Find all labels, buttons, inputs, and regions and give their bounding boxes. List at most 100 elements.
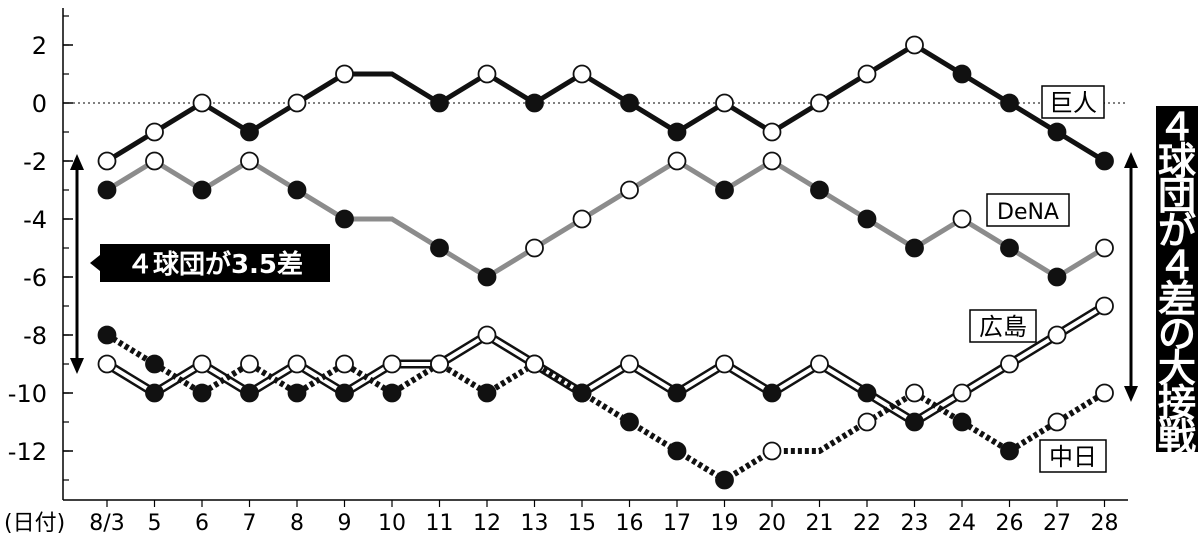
data-point — [1000, 441, 1019, 461]
x-tick-label: 15 — [568, 511, 596, 536]
series-label-chunichi-text: 中日 — [1049, 443, 1097, 471]
x-tick-label: 17 — [663, 511, 691, 536]
x-tick-label: 26 — [996, 511, 1024, 536]
data-point — [382, 383, 402, 403]
data-point — [335, 64, 354, 84]
x-tick-label: 19 — [711, 511, 739, 536]
data-point — [335, 209, 354, 229]
data-point — [1000, 238, 1019, 258]
x-tick-label: 20 — [758, 511, 786, 536]
data-point — [145, 122, 164, 142]
right-banner-char: 差 — [1158, 278, 1196, 322]
data-point — [1000, 93, 1019, 113]
data-point — [477, 325, 497, 345]
series-line — [105, 42, 1106, 164]
data-point — [335, 383, 354, 403]
right-banner-char: ４ — [1158, 105, 1196, 149]
data-point — [620, 93, 639, 113]
right-banner-char: ４ — [1158, 243, 1196, 287]
data-point — [905, 238, 924, 258]
data-point — [145, 383, 164, 403]
data-point — [762, 122, 782, 142]
series-label-kyojin-text: 巨人 — [1049, 89, 1097, 117]
right-banner-char: 球 — [1158, 140, 1197, 184]
data-point — [952, 383, 972, 403]
data-point — [97, 354, 117, 374]
data-point — [905, 412, 924, 432]
data-point — [952, 209, 972, 229]
right-banner-char: 戦 — [1158, 416, 1196, 460]
x-tick-label: 5 — [148, 511, 162, 536]
data-point — [240, 354, 259, 374]
data-point — [192, 383, 212, 403]
left-banner — [100, 244, 330, 282]
data-point — [477, 267, 497, 287]
left-arrow-head-top — [70, 154, 84, 170]
data-point — [335, 354, 354, 374]
data-point — [857, 383, 877, 403]
series-label-kyojin: 巨人 — [1041, 85, 1105, 119]
data-point — [1095, 238, 1114, 258]
right-banner-char: 大 — [1158, 347, 1196, 391]
data-point — [525, 354, 544, 374]
right-banner-char: 接 — [1158, 381, 1196, 425]
data-point — [1000, 354, 1019, 374]
x-tick-label: 11 — [426, 511, 454, 536]
data-point — [240, 151, 259, 171]
data-point — [287, 354, 307, 374]
x-axis-label: (日付) — [4, 511, 65, 536]
data-point — [762, 383, 782, 403]
x-tick-label: 8/3 — [89, 511, 124, 536]
data-point — [715, 93, 734, 113]
data-point — [145, 151, 164, 171]
data-point — [952, 412, 972, 432]
data-point — [667, 151, 687, 171]
data-point — [525, 93, 544, 113]
data-point — [715, 470, 734, 490]
series-label-dena-text: DeNA — [997, 200, 1059, 225]
data-point — [810, 354, 829, 374]
data-point — [810, 93, 829, 113]
x-tick-label: 9 — [338, 511, 352, 536]
data-point — [572, 209, 592, 229]
data-point — [572, 64, 592, 84]
data-point — [620, 412, 639, 432]
data-point — [382, 354, 402, 374]
series-label-hiroshima-text: 広島 — [979, 313, 1027, 341]
left-arrow-head-bottom — [70, 358, 84, 374]
data-point — [430, 93, 449, 113]
data-point — [620, 354, 639, 374]
series-dena — [97, 151, 1114, 287]
x-tick-label: 22 — [853, 511, 881, 536]
right-arrow-head-top — [1124, 152, 1138, 168]
data-point — [572, 383, 592, 403]
x-tick-label: 10 — [378, 511, 406, 536]
y-tick-label: 0 — [32, 90, 47, 118]
data-point — [145, 354, 164, 374]
data-point — [525, 238, 544, 258]
right-banner — [1156, 106, 1198, 452]
data-point — [1095, 296, 1114, 316]
y-tick-label: -4 — [23, 206, 47, 234]
data-point — [97, 151, 117, 171]
data-point — [192, 354, 212, 374]
x-tick-label: 23 — [901, 511, 929, 536]
data-point — [1095, 383, 1114, 403]
right-arrow-head-bottom — [1124, 386, 1138, 402]
y-tick-label: 2 — [32, 32, 47, 60]
data-point — [952, 64, 972, 84]
data-point — [762, 151, 782, 171]
series-label-hiroshima: 広島 — [969, 309, 1037, 343]
x-tick-label: 27 — [1043, 511, 1071, 536]
data-point — [810, 180, 829, 200]
data-point — [667, 383, 687, 403]
y-tick-label: -8 — [23, 322, 47, 350]
x-tick-label: 21 — [806, 511, 834, 536]
right-banner-char: 団 — [1158, 174, 1196, 218]
x-tick-label: 7 — [243, 511, 257, 536]
series-line-inner — [105, 304, 1106, 425]
data-point — [287, 383, 307, 403]
